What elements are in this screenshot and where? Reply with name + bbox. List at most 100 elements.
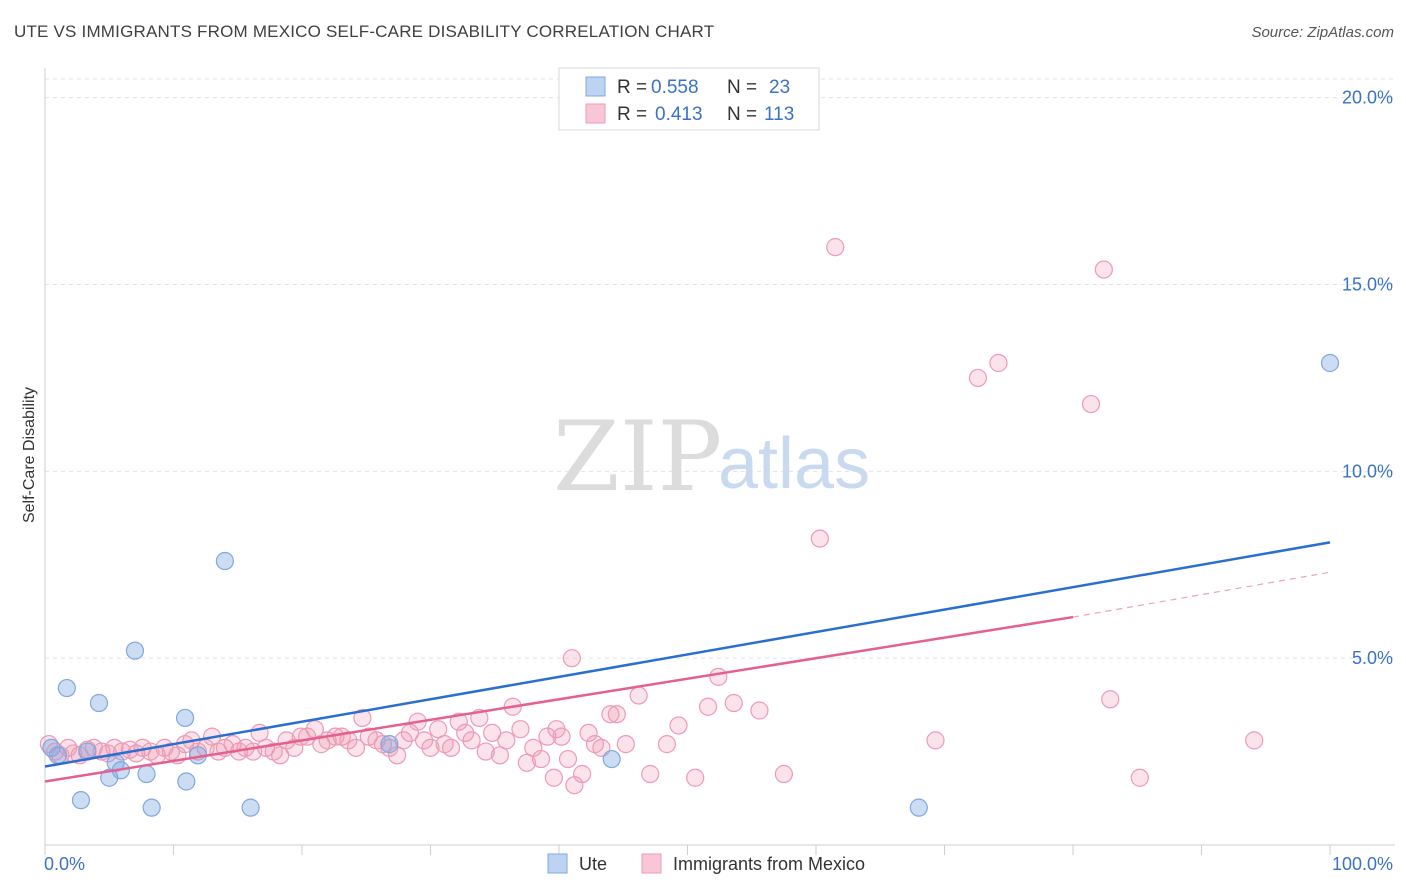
mexico-point bbox=[483, 723, 502, 743]
mexico-point bbox=[810, 529, 829, 548]
y-axis-label: Self-Care Disability bbox=[21, 387, 38, 523]
watermark-zip: ZIP bbox=[553, 401, 722, 513]
legend-n-value-ute: 23 bbox=[769, 77, 790, 98]
ute-point bbox=[125, 641, 145, 660]
legend-n-value-mexico: 113 bbox=[764, 104, 794, 125]
ute-point bbox=[42, 738, 61, 757]
mexico-point bbox=[497, 731, 516, 750]
mexico-point bbox=[579, 723, 598, 743]
mexico-point bbox=[353, 708, 372, 728]
mexico-point bbox=[641, 764, 660, 784]
mexico-point bbox=[616, 735, 635, 754]
ute-point bbox=[142, 798, 161, 817]
mexico-point bbox=[547, 720, 566, 739]
legend-n-label-mexico: N = bbox=[727, 104, 757, 125]
mexico-point bbox=[669, 716, 688, 735]
mexico-trend-line bbox=[44, 615, 1074, 783]
y-tick-label: 10.0% bbox=[1342, 461, 1393, 481]
mexico-point bbox=[1101, 690, 1120, 709]
mexico-point bbox=[573, 764, 592, 784]
gridlines bbox=[45, 78, 1395, 659]
mexico-point bbox=[601, 705, 620, 724]
mexico-point bbox=[774, 764, 793, 784]
watermark-atlas: atlas bbox=[718, 424, 870, 504]
ute-point bbox=[89, 693, 109, 713]
mexico-point bbox=[421, 738, 440, 757]
x-tick-labels: 0.0% 100.0% bbox=[44, 854, 1393, 874]
mexico-point bbox=[456, 723, 475, 743]
legend-r-label-mexico: R = bbox=[617, 104, 647, 125]
mexico-point bbox=[968, 368, 988, 388]
mexico-point bbox=[562, 649, 581, 668]
ute-point bbox=[909, 798, 928, 817]
mexico-point bbox=[1081, 394, 1101, 414]
chart-title: UTE VS IMMIGRANTS FROM MEXICO SELF-CARE … bbox=[14, 22, 715, 41]
mexico-point bbox=[346, 738, 366, 757]
legend-swatch-ute bbox=[585, 76, 606, 97]
mexico-point bbox=[449, 712, 468, 731]
ute-point bbox=[241, 798, 260, 817]
mexico-point bbox=[709, 667, 728, 686]
bottom-legend-swatch-mexico bbox=[641, 853, 662, 874]
axes bbox=[44, 68, 1395, 855]
legend-r-label-ute: R = bbox=[617, 77, 647, 98]
mexico-point bbox=[441, 738, 461, 757]
mexico-point bbox=[517, 753, 536, 772]
mexico-point bbox=[394, 731, 413, 750]
series-ute-points bbox=[42, 353, 1340, 817]
bottom-legend-swatch-ute bbox=[547, 853, 568, 874]
mexico-point bbox=[698, 697, 718, 716]
y-tick-label: 5.0% bbox=[1352, 648, 1393, 668]
mexico-trend-extension bbox=[1072, 571, 1331, 618]
mexico-point bbox=[607, 705, 626, 724]
mexico-point bbox=[558, 749, 578, 769]
mexico-point bbox=[926, 731, 945, 750]
mexico-point bbox=[285, 738, 304, 757]
mexico-point bbox=[750, 701, 769, 720]
mexico-point bbox=[686, 768, 705, 787]
bottom-legend-label-mexico: Immigrants from Mexico bbox=[673, 854, 865, 874]
ute-point bbox=[1320, 353, 1340, 373]
ute-point bbox=[602, 749, 621, 769]
mexico-point bbox=[989, 353, 1008, 373]
ute-point bbox=[215, 551, 234, 571]
ute-point bbox=[71, 791, 91, 810]
ute-point bbox=[48, 746, 67, 765]
x-tick-label: 0.0% bbox=[44, 854, 85, 874]
mexico-point bbox=[414, 731, 434, 750]
series-mexico-points bbox=[39, 238, 1264, 795]
ute-point bbox=[177, 772, 196, 791]
x-tick-label: 100.0% bbox=[1332, 854, 1393, 874]
ute-point bbox=[175, 708, 195, 728]
mexico-point bbox=[657, 735, 677, 754]
legend-r-value-ute: 0.558 bbox=[651, 77, 699, 98]
ute-point bbox=[380, 735, 399, 754]
mexico-point bbox=[544, 768, 563, 787]
legend-box: R = 0.558 N = 23 R = 0.413 N = 113 bbox=[558, 67, 820, 131]
trend-lines bbox=[44, 541, 1331, 783]
y-tick-label: 15.0% bbox=[1342, 275, 1393, 295]
mexico-point bbox=[531, 749, 551, 769]
ute-point bbox=[137, 764, 156, 784]
y-tick-labels: 5.0% 10.0% 15.0% 20.0% bbox=[1342, 88, 1393, 668]
mexico-point bbox=[429, 720, 448, 739]
mexico-point bbox=[511, 720, 530, 739]
legend-n-label-ute: N = bbox=[727, 77, 757, 98]
legend-r-value-mexico: 0.413 bbox=[655, 104, 703, 125]
mexico-point bbox=[592, 738, 611, 757]
y-tick-label: 20.0% bbox=[1342, 88, 1393, 108]
mexico-point bbox=[1130, 768, 1149, 787]
bottom-legend: Ute Immigrants from Mexico bbox=[547, 853, 865, 874]
mexico-point bbox=[724, 693, 743, 713]
mexico-point bbox=[826, 238, 845, 257]
mexico-point bbox=[476, 742, 495, 761]
mexico-point bbox=[490, 746, 509, 765]
mexico-point bbox=[1094, 260, 1113, 279]
ute-trend-line bbox=[44, 541, 1331, 768]
ute-point bbox=[57, 678, 76, 698]
mexico-point bbox=[629, 686, 648, 705]
bottom-legend-label-ute: Ute bbox=[579, 854, 607, 874]
mexico-point bbox=[1245, 731, 1264, 750]
chart-source: Source: ZipAtlas.com bbox=[1251, 24, 1394, 41]
